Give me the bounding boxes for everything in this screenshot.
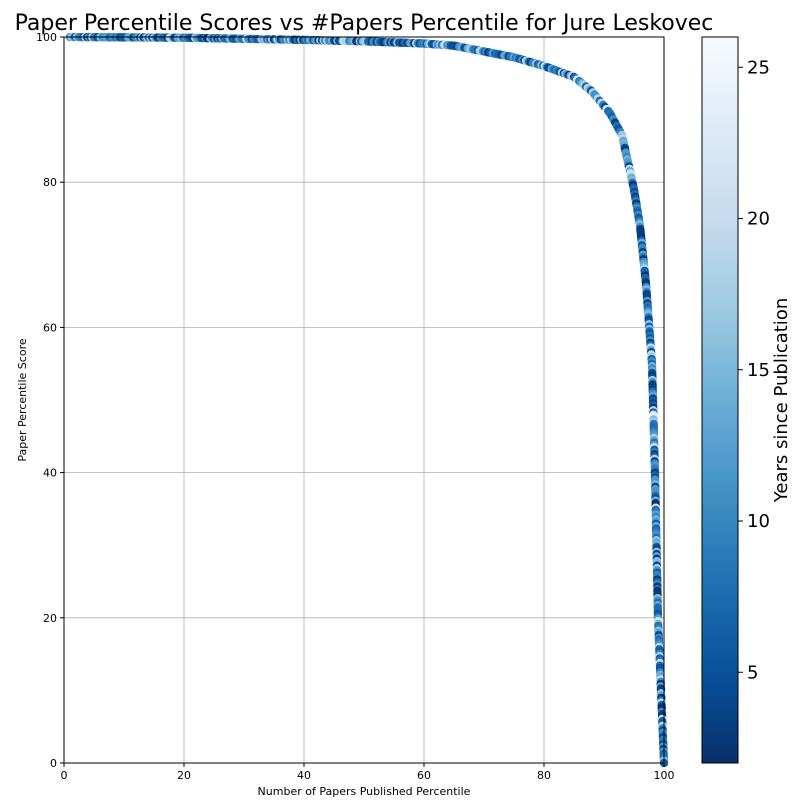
y-tick-label: 40	[43, 467, 57, 480]
y-tick-label: 100	[36, 31, 57, 44]
scatter-points	[65, 33, 668, 767]
colorbar-tick-label: 20	[747, 209, 770, 230]
x-axis-ticks: 0 20 40 60 80 100	[61, 763, 675, 782]
x-tick-label: 80	[537, 769, 551, 782]
colorbar-label: Years since Publication	[771, 298, 792, 503]
gridlines	[63, 36, 665, 764]
colorbar	[701, 36, 739, 764]
x-tick-label: 60	[417, 769, 431, 782]
x-tick-label: 100	[654, 769, 675, 782]
y-tick-label: 0	[50, 757, 57, 770]
y-tick-label: 20	[43, 612, 57, 625]
y-tick-label: 80	[43, 176, 57, 189]
x-axis-label: Number of Papers Published Percentile	[258, 785, 471, 798]
colorbar-tick-label: 15	[747, 360, 770, 381]
colorbar-tick-label: 5	[747, 662, 758, 683]
colorbar-ticks: 5 10 15 20 25	[738, 57, 770, 683]
colorbar-tick-label: 25	[747, 57, 770, 78]
colorbar-tick-label: 10	[747, 511, 770, 532]
x-tick-label: 0	[61, 769, 68, 782]
y-axis-ticks: 0 20 40 60 80 100	[36, 31, 64, 770]
y-axis-label: Paper Percentile Score	[16, 338, 29, 461]
x-tick-label: 20	[177, 769, 191, 782]
y-tick-label: 60	[43, 321, 57, 334]
chart-title: Paper Percentile Scores vs #Papers Perce…	[15, 11, 714, 36]
x-tick-label: 40	[297, 769, 311, 782]
plot-frame	[63, 36, 665, 764]
